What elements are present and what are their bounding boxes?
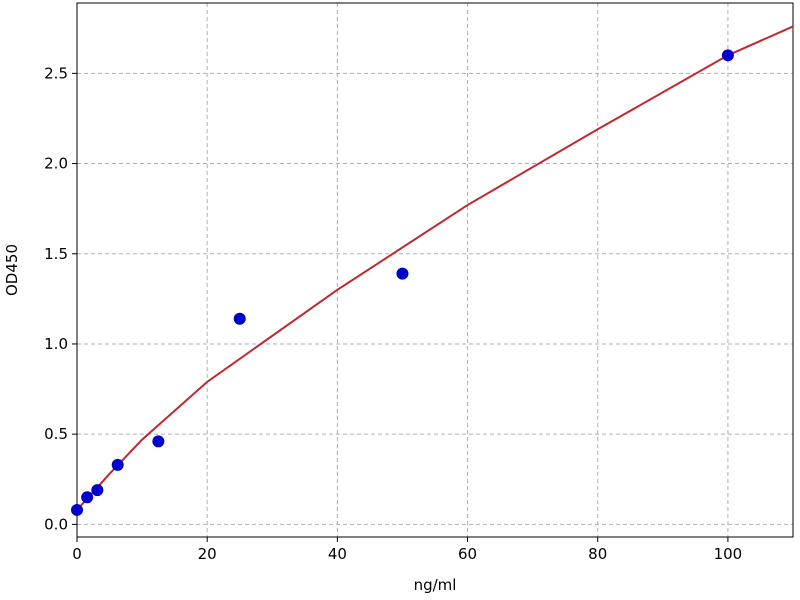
data-point — [91, 484, 104, 497]
y-tick-label: 2.5 — [44, 64, 68, 82]
data-point — [721, 49, 734, 62]
x-tick-label: 0 — [72, 545, 82, 563]
x-tick-label: 80 — [588, 545, 607, 563]
data-point — [71, 503, 83, 516]
fit-curve — [76, 25, 794, 511]
data-point — [396, 267, 409, 280]
data-point — [81, 491, 94, 504]
x-tick-label: 60 — [458, 545, 477, 563]
y-tick-label: 0.0 — [44, 515, 68, 533]
data-point — [111, 458, 124, 471]
plot-frame — [76, 2, 794, 538]
x-tick-label: 20 — [198, 545, 217, 563]
y-tick-label: 0.5 — [44, 425, 68, 443]
x-tick-label: 100 — [714, 545, 743, 563]
x-axis-label: ng/ml — [414, 576, 457, 594]
data-point — [152, 435, 165, 448]
data-point — [233, 312, 246, 325]
y-axis-label: OD450 — [3, 244, 21, 296]
x-tick-label: 40 — [328, 545, 347, 563]
y-tick-label: 2.0 — [44, 155, 68, 173]
y-tick-label: 1.5 — [44, 245, 68, 263]
y-tick-label: 1.0 — [44, 335, 68, 353]
